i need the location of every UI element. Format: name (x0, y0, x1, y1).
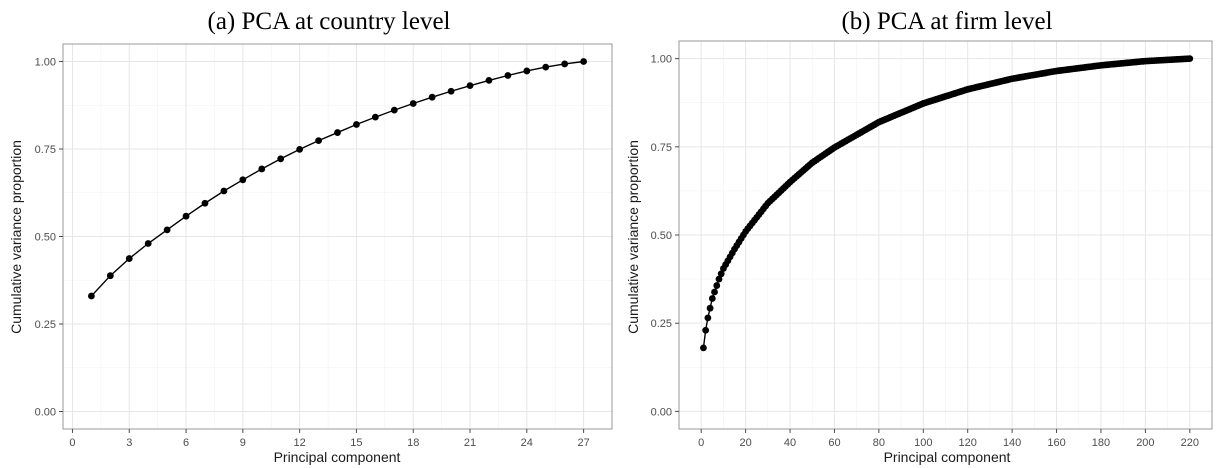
series-line (90, 60, 584, 297)
data-point (713, 282, 721, 289)
data-point (704, 314, 712, 322)
data-point (144, 240, 152, 247)
series-b (700, 55, 1194, 352)
data-point (125, 255, 133, 262)
data-point (523, 67, 531, 75)
x-tick-label: 3 (126, 437, 132, 449)
y-tick-label: 0.50 (35, 232, 56, 244)
data-point (239, 176, 247, 184)
data-point (561, 60, 569, 68)
chart-country-level: (a) PCA at country level 0.00 0.25 0.50 0.7… (8, 8, 613, 465)
data-point (542, 63, 550, 71)
chart-title-b: (b) PCA at firm level (841, 8, 1052, 35)
y-tick-label: 0.00 (35, 407, 56, 419)
x-tick-label: 80 (873, 437, 885, 449)
data-point (715, 275, 723, 283)
data-point (201, 199, 209, 207)
x-tick-label: 0 (69, 437, 75, 449)
series-a (88, 58, 587, 300)
data-point (220, 187, 228, 195)
y-tick-label: 1.00 (651, 54, 672, 66)
x-tick-label: 160 (1047, 437, 1065, 449)
x-axis-label-b: Principal component (884, 449, 1011, 465)
data-point (702, 326, 710, 334)
grid-a (63, 44, 612, 429)
data-point (390, 106, 398, 114)
x-tick-label: 60 (828, 437, 840, 449)
grid-b (679, 41, 1212, 429)
ticks-b: 0.00 0.25 0.50 0.75 1.00 0 20 40 60 80 100 120 140 16… (651, 54, 1199, 449)
y-tick-label: 0.00 (651, 406, 672, 418)
data-point (708, 295, 716, 302)
data-point (334, 129, 341, 136)
x-tick-label: 24 (521, 437, 533, 449)
data-point (353, 121, 360, 128)
x-axis-label-a: Principal component (274, 449, 401, 465)
series-line (702, 57, 1190, 348)
x-tick-label: 40 (784, 437, 796, 449)
data-point (717, 270, 725, 278)
data-point (700, 344, 707, 352)
x-tick-label: 18 (407, 437, 419, 449)
x-tick-label: 20 (740, 437, 752, 449)
data-point (706, 304, 714, 312)
y-tick-label: 0.25 (651, 318, 672, 330)
x-tick-label: 15 (350, 437, 362, 449)
x-tick-label: 180 (1092, 437, 1110, 449)
data-point (711, 288, 718, 296)
x-tick-label: 27 (577, 437, 589, 449)
data-point (106, 272, 114, 280)
ticks-a: 0.00 0.25 0.50 0.75 1.00 0 3 6 9 12 15 18 21 24 27 (35, 57, 590, 450)
chart-title-a: (a) PCA at country level (208, 8, 451, 35)
y-tick-label: 0.75 (651, 142, 672, 154)
y-tick-label: 0.25 (35, 319, 56, 331)
data-point (296, 145, 304, 153)
data-point (277, 155, 285, 163)
x-tick-label: 200 (1136, 437, 1154, 449)
data-point (580, 58, 587, 65)
data-point (258, 165, 266, 173)
x-tick-label: 12 (294, 437, 306, 449)
data-point (504, 72, 512, 79)
data-point (1186, 55, 1194, 63)
data-point (485, 77, 493, 84)
data-point (409, 100, 417, 107)
y-axis-label-b: Cumulative variance proportion (625, 140, 641, 334)
data-point (371, 113, 379, 121)
x-tick-label: 120 (959, 437, 977, 449)
x-tick-label: 100 (914, 437, 932, 449)
x-tick-label: 0 (698, 437, 704, 449)
data-point (447, 87, 455, 95)
data-point (466, 82, 474, 90)
chart-firm-level: (b) PCA at firm level 0.00 0.25 0.50 0.75 1.… (625, 8, 1213, 465)
x-tick-label: 6 (183, 437, 189, 449)
x-tick-label: 21 (464, 437, 476, 449)
y-tick-label: 0.50 (651, 230, 672, 242)
data-point (428, 93, 436, 101)
data-point (163, 226, 171, 234)
y-axis-label-a: Cumulative variance proportion (8, 140, 24, 334)
x-tick-label: 9 (240, 437, 246, 449)
data-point (315, 137, 322, 145)
x-tick-label: 140 (1003, 437, 1021, 449)
y-tick-label: 0.75 (35, 144, 56, 156)
data-point (88, 292, 95, 300)
y-tick-label: 1.00 (35, 57, 56, 69)
data-point (182, 212, 190, 220)
x-tick-label: 220 (1181, 437, 1199, 449)
